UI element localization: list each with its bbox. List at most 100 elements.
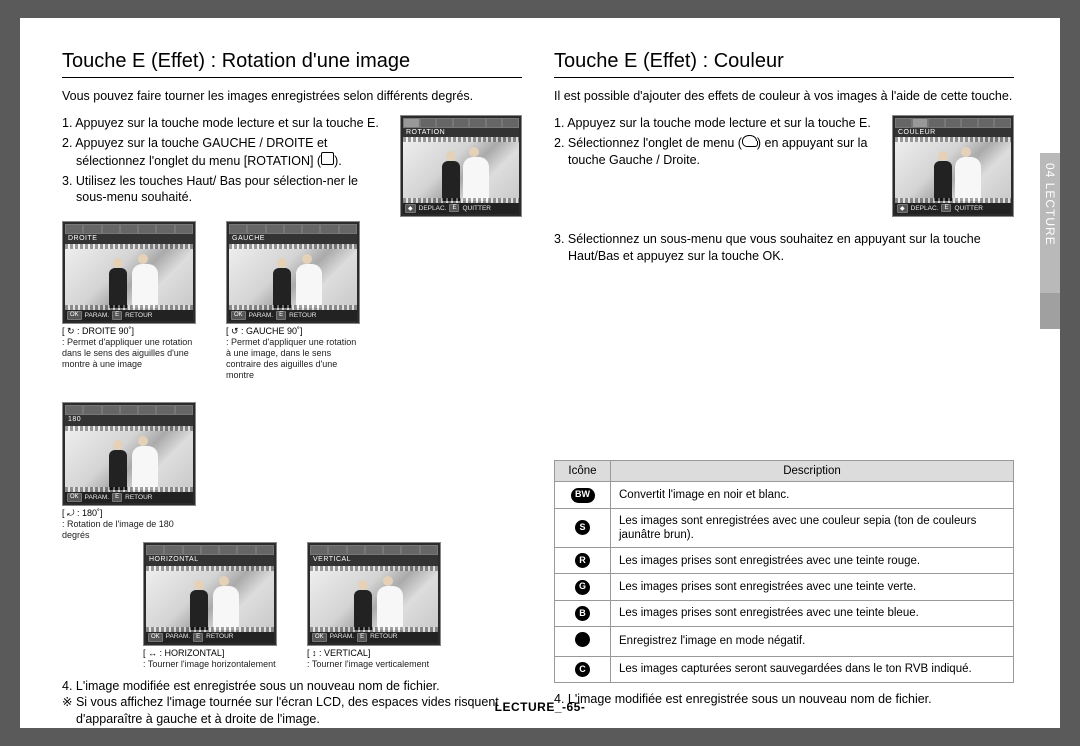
desc-cell: Les images prises sont enregistrées avec… bbox=[611, 548, 1014, 574]
bride-figure bbox=[955, 157, 981, 201]
filmstrip-bottom bbox=[229, 305, 357, 310]
lcd-tabs bbox=[403, 118, 519, 128]
groom-figure bbox=[190, 590, 208, 630]
foot-set: PARAM. bbox=[249, 312, 273, 320]
negative-icon bbox=[575, 632, 590, 647]
right-column: Touche E (Effet) : Couleur Il est possib… bbox=[554, 50, 1032, 708]
lcd-tab bbox=[164, 545, 182, 555]
thumb-lcd-photo bbox=[310, 566, 438, 632]
table-row: CLes images capturées seront sauvegardée… bbox=[555, 657, 1014, 683]
foot-ret: RETOUR bbox=[370, 633, 397, 641]
lcd-tab bbox=[436, 118, 453, 128]
rotation-lcd: ROTATION ◆ DEPLAC. E QUITTER bbox=[400, 115, 522, 217]
filmstrip-top bbox=[310, 566, 438, 571]
lcd-tab bbox=[403, 118, 420, 128]
thumb-lcd-photo bbox=[229, 244, 357, 310]
thumb-lcd-title: DROITE bbox=[65, 234, 193, 244]
lcd-footer: ◆ DEPLAC. E QUITTER bbox=[895, 203, 1011, 214]
bride-figure bbox=[213, 586, 239, 630]
rotation-thumb: DROITEOKPARAM.ERETOUR[ ↻ : DROITE 90˚]: … bbox=[62, 221, 196, 381]
thumb-caption-title: [ ↕ : VERTICAL] bbox=[307, 648, 441, 659]
lcd-tab bbox=[961, 118, 978, 128]
foot-e: E bbox=[941, 204, 951, 212]
right-step-3: 3. Sélectionnez un sous-menu que vous so… bbox=[554, 231, 1014, 265]
left-step-2a: 2. Appuyez sur la touche GAUCHE / DROITE… bbox=[62, 136, 327, 168]
foot-ret: RETOUR bbox=[125, 494, 152, 502]
table-row: SLes images sont enregistrées avec une c… bbox=[555, 508, 1014, 548]
foot-move: DEPLAC. bbox=[419, 205, 447, 212]
desc-cell: Les images prises sont enregistrées avec… bbox=[611, 600, 1014, 626]
lcd-tab bbox=[83, 224, 101, 234]
right-steps-row: 1. Appuyez sur la touche mode lecture et… bbox=[554, 115, 1014, 217]
left-step-2: 2. Appuyez sur la touche GAUCHE / DROITE… bbox=[62, 135, 390, 170]
lcd-tab bbox=[229, 224, 247, 234]
rotation-thumb: HORIZONTALOKPARAM.ERETOUR[ ↔ : HORIZONTA… bbox=[143, 542, 277, 669]
filmstrip-bottom bbox=[146, 627, 274, 632]
lcd-title: COULEUR bbox=[895, 128, 1011, 137]
groom-figure bbox=[934, 161, 952, 201]
side-tab-shadow bbox=[1040, 293, 1060, 329]
right-intro: Il est possible d'ajouter des effets de … bbox=[554, 88, 1014, 105]
lcd-tab bbox=[420, 118, 437, 128]
icon-cell bbox=[555, 626, 611, 656]
lcd-tab bbox=[502, 118, 519, 128]
lcd-tab bbox=[138, 405, 156, 415]
ok-badge: OK bbox=[148, 633, 163, 642]
bride-figure bbox=[132, 264, 158, 308]
rotation-thumb: VERTICALOKPARAM.ERETOUR[ ↕ : VERTICAL]: … bbox=[307, 542, 441, 669]
lcd-tab bbox=[994, 118, 1011, 128]
lcd-tab bbox=[401, 545, 419, 555]
arrows-icon: ◆ bbox=[897, 204, 908, 213]
lcd-tab bbox=[347, 545, 365, 555]
palette-icon bbox=[742, 135, 757, 147]
thumb-lcd-footer: OKPARAM.ERETOUR bbox=[146, 632, 274, 643]
icon-cell: S bbox=[555, 508, 611, 548]
thumb-lcd-footer: OKPARAM.ERETOUR bbox=[229, 310, 357, 321]
foot-exit: QUITTER bbox=[954, 205, 983, 212]
thumb-caption-title: [ ⤾ : 180˚] bbox=[62, 508, 196, 519]
rotation-icon bbox=[321, 152, 334, 165]
thumb-lcd: DROITE OKPARAM.ERETOUR bbox=[62, 221, 196, 325]
lcd-tabs bbox=[229, 224, 357, 234]
desc-cell: Les images capturées seront sauvegardées… bbox=[611, 657, 1014, 683]
groom-figure bbox=[354, 590, 372, 630]
lcd-tabs bbox=[65, 224, 193, 234]
thumb-lcd-photo bbox=[65, 244, 193, 310]
side-tab: 04 LECTURE bbox=[1040, 153, 1060, 293]
left-step-1: 1. Appuyez sur la touche mode lecture et… bbox=[62, 115, 390, 132]
table-row: Enregistrez l'image en mode négatif. bbox=[555, 626, 1014, 656]
page-footer: LECTURE_-65- bbox=[20, 700, 1060, 714]
table-header-row: Icône Description bbox=[555, 461, 1014, 482]
icon-cell: B bbox=[555, 600, 611, 626]
thumb-lcd-title: GAUCHE bbox=[229, 234, 357, 244]
lcd-tab bbox=[365, 545, 383, 555]
lcd-tab bbox=[310, 545, 328, 555]
page: Touche E (Effet) : Rotation d'une image … bbox=[20, 18, 1060, 728]
filmstrip-bottom bbox=[403, 198, 519, 203]
lcd-tab bbox=[266, 224, 284, 234]
foot-e: E bbox=[112, 493, 122, 502]
filmstrip-bottom bbox=[65, 487, 193, 492]
thumb-lcd: 180OKPARAM.ERETOUR bbox=[62, 402, 196, 506]
foot-e: E bbox=[193, 633, 203, 642]
lcd-tab bbox=[978, 118, 995, 128]
foot-e: E bbox=[276, 311, 286, 320]
color-table: Icône Description BWConvertit l'image en… bbox=[554, 460, 1014, 683]
desc-cell: Enregistrez l'image en mode négatif. bbox=[611, 626, 1014, 656]
foot-ret: RETOUR bbox=[206, 633, 233, 641]
bw-icon: BW bbox=[571, 488, 595, 503]
rotation-thumb-row-2: HORIZONTALOKPARAM.ERETOUR[ ↔ : HORIZONTA… bbox=[62, 542, 522, 669]
thumb-caption-desc: : Tourner l'image horizontalement bbox=[143, 659, 277, 670]
bride-figure bbox=[296, 264, 322, 308]
col-icon-header: Icône bbox=[555, 461, 611, 482]
groom-figure bbox=[273, 268, 291, 308]
lcd-tab bbox=[328, 545, 346, 555]
lcd-tab bbox=[237, 545, 255, 555]
lcd-tab bbox=[175, 405, 193, 415]
lcd-inner: COULEUR ◆ DEPLAC. E QUITTER bbox=[892, 115, 1014, 217]
icon-cell: C bbox=[555, 657, 611, 683]
lcd-tab bbox=[175, 224, 193, 234]
filmstrip-top bbox=[403, 137, 519, 142]
thumb-lcd-footer: OKPARAM.ERETOUR bbox=[65, 310, 193, 321]
icon-cell: BW bbox=[555, 482, 611, 508]
